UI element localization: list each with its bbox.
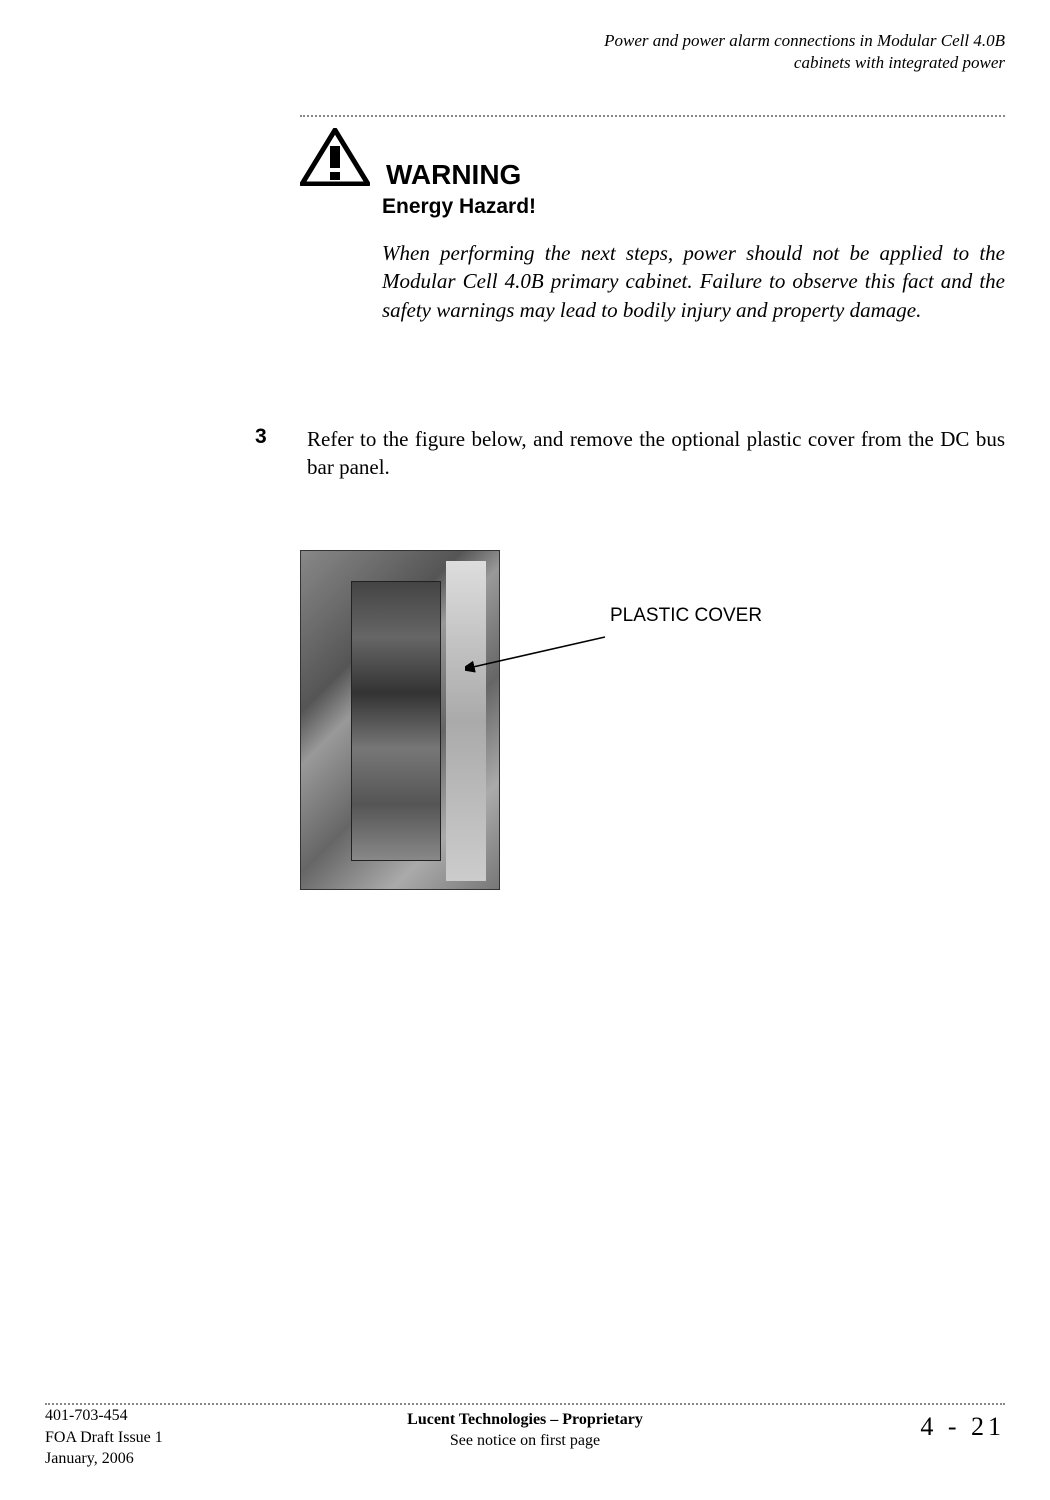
step-number: 3: [255, 425, 267, 449]
running-header: Power and power alarm connections in Mod…: [604, 30, 1005, 74]
callout-arrow: [465, 635, 615, 675]
page-number: 4 - 21: [920, 1412, 1005, 1442]
warning-subtitle: Energy Hazard!: [382, 195, 1005, 219]
header-line-2: cabinets with integrated power: [604, 52, 1005, 74]
photo-detail: [351, 581, 441, 861]
step-text: Refer to the figure below, and remove th…: [307, 425, 1005, 482]
warning-icon: [300, 128, 370, 191]
figure-area: PLASTIC COVER: [300, 550, 1005, 890]
header-line-1: Power and power alarm connections in Mod…: [604, 30, 1005, 52]
footer-center: Lucent Technologies – Proprietary See no…: [0, 1409, 1050, 1452]
footer-divider: [45, 1403, 1005, 1405]
step-block: 3 Refer to the figure below, and remove …: [255, 425, 1005, 482]
see-notice: See notice on first page: [0, 1430, 1050, 1452]
figure-callout-label: PLASTIC COVER: [610, 605, 762, 627]
proprietary-notice: Lucent Technologies – Proprietary: [0, 1409, 1050, 1431]
warning-body: When performing the next steps, power sh…: [382, 239, 1005, 324]
warning-title: WARNING: [386, 159, 521, 191]
section-divider-top: [300, 115, 1005, 117]
warning-block: WARNING Energy Hazard! When performing t…: [300, 128, 1005, 324]
figure-photo: [300, 550, 500, 890]
photo-detail-2: [446, 561, 486, 881]
